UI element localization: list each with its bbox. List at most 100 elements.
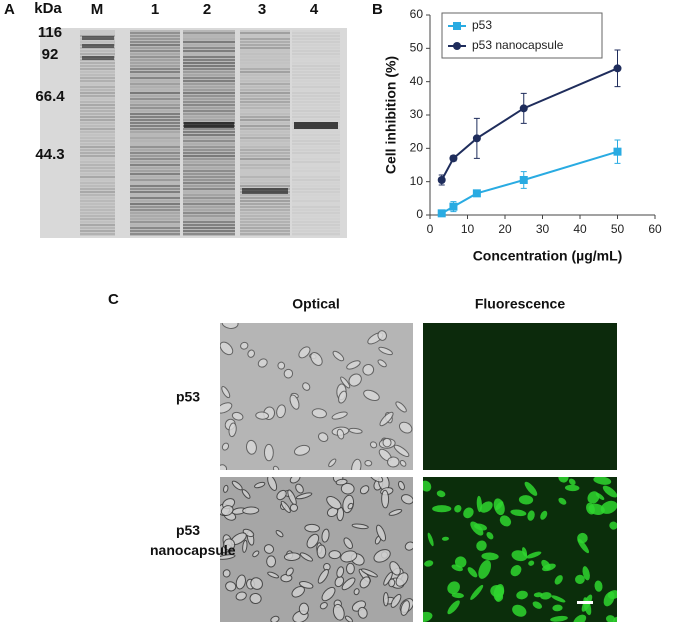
band [292,218,340,220]
cell [289,394,300,410]
cell [304,523,320,533]
band [240,149,290,151]
band [183,194,235,196]
band [80,113,115,115]
cell [235,574,247,590]
lane-label: 3 [258,1,266,18]
column-label: Optical [292,296,339,312]
marker [472,189,481,198]
cell [387,456,400,468]
marker [449,154,458,163]
band [183,152,235,154]
band [240,200,290,202]
band [292,62,340,64]
band [80,206,115,208]
band [130,206,180,208]
band [240,74,290,76]
band [183,98,235,100]
cell [432,505,452,513]
band [292,164,340,166]
band [130,200,180,202]
band [292,197,340,199]
cell [377,330,387,341]
band [292,152,340,154]
gel-bands [80,30,340,236]
band [292,224,340,226]
cell [351,458,362,470]
marker [472,134,481,143]
band [292,131,340,133]
band [292,101,340,103]
y-tick-label: 30 [410,107,424,121]
chart: 0 10 20 30 40 50 60 0 10 20 30 40 50 60 Concentration … [383,7,662,264]
band [80,119,115,121]
cell [401,494,413,505]
cell [554,575,563,585]
marker [453,42,461,50]
band [183,233,235,235]
cell [319,601,328,610]
cell [512,604,527,617]
band [240,53,290,55]
cell [302,382,311,391]
band [80,53,115,55]
band [292,95,340,97]
band [130,86,180,88]
band [292,206,340,208]
band [80,62,115,64]
cell [276,404,286,419]
band [292,158,340,160]
band [240,203,290,205]
cell [376,524,387,542]
cell [332,350,345,362]
cell [524,481,538,496]
band [240,128,290,130]
unit-label: kDa [34,0,62,17]
cell [316,544,327,559]
band [80,215,115,217]
band [240,164,290,166]
cell [272,465,280,470]
x-tick-label: 40 [573,222,587,236]
marker [453,22,461,30]
band [292,233,340,235]
band [130,92,180,94]
band [183,179,235,181]
band [80,98,115,100]
cell [379,411,394,427]
band [183,95,235,97]
band [183,80,235,82]
legend-box [441,12,603,59]
band [292,212,340,214]
band [183,230,235,232]
cells [423,477,617,622]
cell [221,386,231,399]
band [292,116,340,118]
band [82,56,114,60]
band [80,227,115,229]
cell [293,444,311,456]
band [80,203,115,205]
band [240,212,290,214]
y-tick-label: 0 [416,207,423,221]
band [240,134,290,136]
band [183,110,235,112]
cell [510,509,527,517]
cell [478,560,492,579]
x-tick-label: 60 [648,222,662,236]
band [80,194,115,196]
cell [526,551,542,559]
band [292,107,340,109]
band [183,188,235,190]
band [292,137,340,139]
band [80,188,115,190]
band [292,170,340,172]
x-tick-label: 20 [498,222,512,236]
band [183,62,235,64]
marker-label: 92 [42,46,59,63]
band [130,74,180,76]
cell [397,480,405,491]
band [130,125,180,127]
cells [220,323,413,470]
